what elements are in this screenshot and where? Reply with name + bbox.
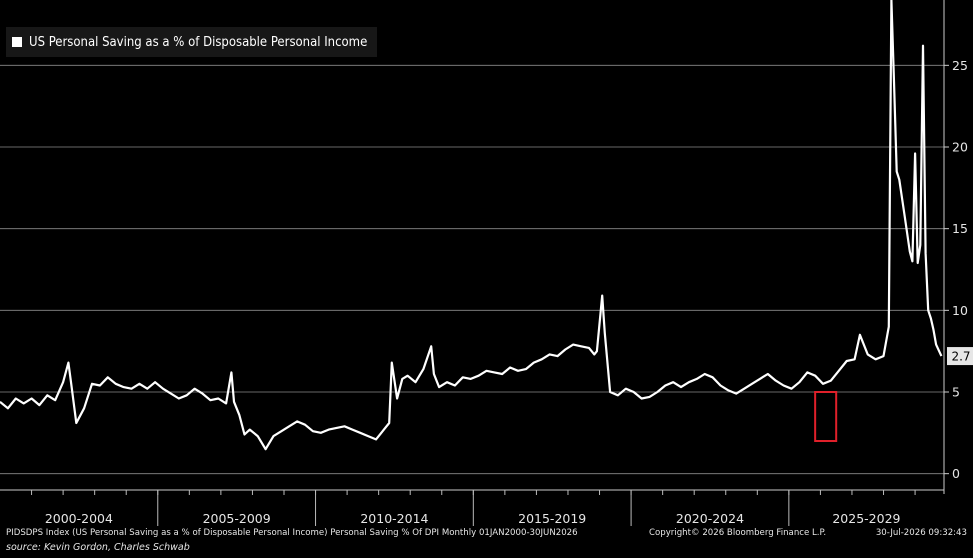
- y-tick-label: 0: [952, 466, 960, 481]
- chart-legend: US Personal Saving as a % of Disposable …: [6, 27, 378, 57]
- x-tick-label: 2000-2004: [45, 511, 113, 526]
- footer-description: PIDSDPS Index (US Personal Saving as a %…: [6, 528, 578, 538]
- x-tick-label: 2010-2014: [360, 511, 428, 526]
- legend-label: US Personal Saving as a % of Disposable …: [29, 34, 368, 50]
- y-tick-label: 15: [952, 221, 968, 236]
- series-line: [0, 0, 943, 451]
- highlight-box: [814, 391, 838, 442]
- x-tick-label: 2020-2024: [676, 511, 744, 526]
- y-tick-label: 5: [952, 385, 960, 400]
- legend-swatch: [12, 37, 22, 47]
- y-tick-label: 25: [952, 58, 968, 73]
- footer-source: source: Kevin Gordon, Charles Schwab: [6, 542, 190, 553]
- last-value-label: 2.7: [951, 350, 970, 364]
- y-tick-label: 20: [952, 140, 968, 155]
- y-tick-label: 10: [952, 303, 968, 318]
- x-tick-label: 2005-2009: [203, 511, 271, 526]
- last-value-box: [947, 347, 973, 366]
- x-tick-label: 2025-2029: [832, 511, 900, 526]
- footer-copyright: Copyright© 2026 Bloomberg Finance L.P.: [649, 528, 827, 538]
- x-tick-label: 2015-2019: [518, 511, 586, 526]
- footer-timestamp: 30-Jul-2026 09:32:43: [875, 528, 967, 538]
